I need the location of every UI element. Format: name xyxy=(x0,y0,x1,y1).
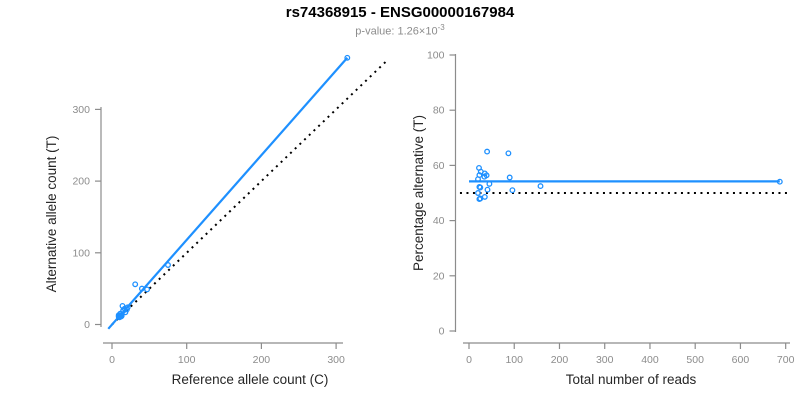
data-point xyxy=(122,309,129,316)
x-tick-label: 300 xyxy=(327,354,345,366)
y-axis: 0 20 40 60 80 100 xyxy=(427,50,457,338)
x-tick-label: 300 xyxy=(596,354,614,366)
plot-title: rs74368915 - ENSG00000167984 xyxy=(285,4,515,21)
data-point xyxy=(505,150,512,157)
y-tick-label: 300 xyxy=(72,104,90,116)
y-tick-label: 100 xyxy=(427,50,445,62)
plot-subtitle: p-value: 1.26×10-3 xyxy=(0,23,800,38)
data-point xyxy=(476,196,483,203)
data-points xyxy=(115,54,351,321)
x-tick-label: 100 xyxy=(505,354,523,366)
x-tick-label: 500 xyxy=(686,354,704,366)
y-axis-label: Percentage alternative (T) xyxy=(411,115,426,271)
data-points xyxy=(475,148,783,203)
data-point xyxy=(509,187,516,194)
data-point xyxy=(484,148,491,155)
data-point xyxy=(165,262,171,268)
x-tick-label: 0 xyxy=(109,354,115,366)
x-axis-label: Reference allele count (C) xyxy=(172,372,329,387)
pvalue-exponent: -3 xyxy=(437,23,445,32)
y-tick-label: 80 xyxy=(433,105,445,117)
data-point xyxy=(119,302,126,309)
data-point xyxy=(144,286,151,293)
y-tick-label: 20 xyxy=(433,270,445,282)
y-tick-label: 60 xyxy=(433,160,445,172)
x-tick-label: 100 xyxy=(178,354,196,366)
x-tick-label: 700 xyxy=(777,354,795,366)
y-tick-label: 0 xyxy=(84,319,90,331)
panel-percentage-vs-depth: 0 20 40 60 80 100 0 100 200 300 400 500 600 700 Total … xyxy=(411,50,795,388)
x-tick-label: 200 xyxy=(253,354,271,366)
x-axis: 0 100 200 300 400 500 600 700 xyxy=(463,342,795,366)
y-tick-label: 40 xyxy=(433,215,445,227)
data-point xyxy=(475,190,481,196)
x-axis: 0 100 200 300 xyxy=(103,342,345,366)
data-point xyxy=(481,193,488,200)
data-point xyxy=(486,180,493,187)
reference-line xyxy=(111,58,390,326)
data-point xyxy=(477,184,484,191)
data-point xyxy=(537,183,544,190)
data-point xyxy=(132,281,139,288)
x-tick-label: 400 xyxy=(641,354,659,366)
data-point xyxy=(484,186,491,193)
pvalue-text: p-value: 1.26×10 xyxy=(355,25,438,38)
data-point xyxy=(776,178,783,185)
x-tick-label: 600 xyxy=(732,354,750,366)
data-point xyxy=(506,174,513,181)
y-tick-label: 100 xyxy=(72,247,90,259)
y-axis-label: Alternative allele count (T) xyxy=(44,136,59,293)
y-tick-label: 200 xyxy=(72,176,90,188)
panel-allele-counts: 0 100 200 300 0 100 200 300 Reference allele cou… xyxy=(44,54,390,387)
data-point xyxy=(483,172,490,179)
data-point xyxy=(118,313,124,320)
x-tick-label: 200 xyxy=(551,354,569,366)
data-point xyxy=(124,304,131,311)
y-axis: 0 100 200 300 xyxy=(72,104,102,331)
x-axis-label: Total number of reads xyxy=(566,372,697,387)
data-point xyxy=(138,285,145,292)
data-point xyxy=(344,54,351,61)
x-tick-label: 0 xyxy=(466,354,472,366)
y-tick-label: 0 xyxy=(439,326,445,338)
fit-line xyxy=(107,57,349,330)
